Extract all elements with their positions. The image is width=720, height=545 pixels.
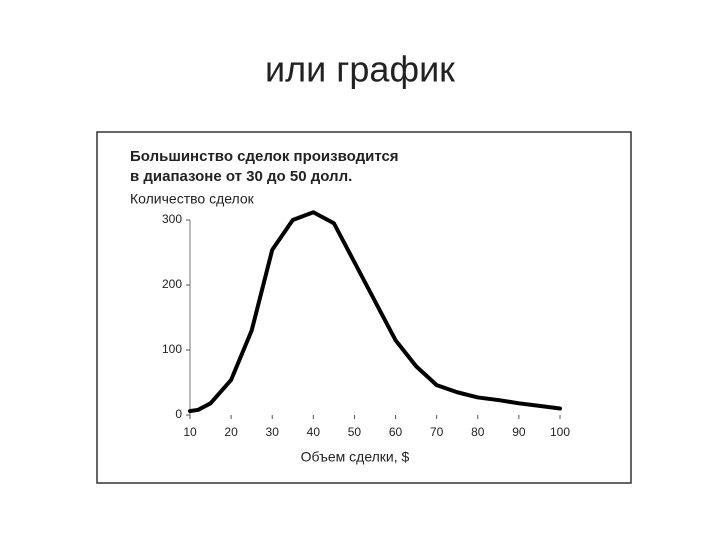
x-tick-label: 70	[430, 425, 444, 439]
chart-title: Большинство сделок производится	[130, 148, 399, 165]
x-tick-label: 40	[307, 425, 321, 439]
x-tick-label: 50	[348, 425, 362, 439]
x-tick-label: 60	[389, 425, 403, 439]
y-tick-label: 100	[162, 342, 182, 356]
x-tick-label: 80	[471, 425, 485, 439]
chart-title: в диапазоне от 30 до 50 долл.	[130, 168, 352, 185]
y-tick-label: 0	[175, 407, 182, 421]
slide-title: или график	[265, 49, 455, 90]
x-tick-label: 100	[550, 425, 570, 439]
y-tick-label: 300	[162, 212, 182, 226]
data-line	[188, 210, 562, 414]
x-tick-label: 10	[183, 425, 197, 439]
x-tick-label: 90	[512, 425, 526, 439]
y-tick-label: 200	[162, 277, 182, 291]
x-tick-label: 20	[224, 425, 238, 439]
chart-frame	[96, 131, 632, 484]
x-tick-label: 30	[266, 425, 280, 439]
x-axis-label: Объем сделки, $	[301, 449, 410, 465]
y-axis-label: Количество сделок	[130, 191, 255, 207]
